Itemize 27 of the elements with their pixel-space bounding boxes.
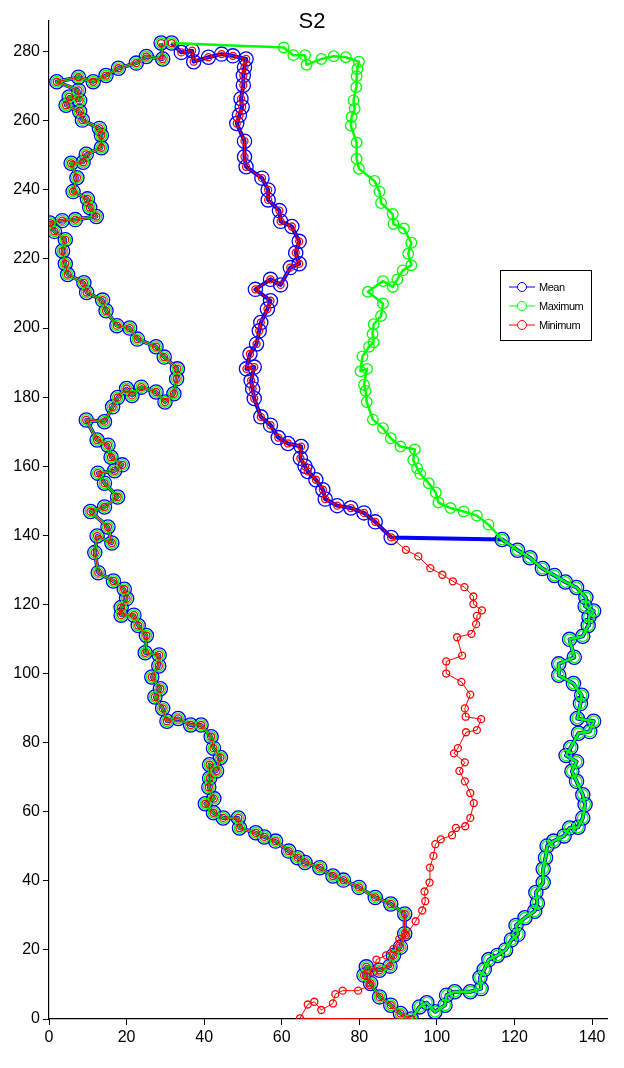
y-tick-label: 0 <box>31 1009 41 1027</box>
y-tick-label: 200 <box>13 318 41 336</box>
y-tick-label: 280 <box>13 42 41 60</box>
y-tick-label: 160 <box>13 456 41 474</box>
y-tick-label: 100 <box>13 663 41 681</box>
y-tick-label: 260 <box>13 111 41 129</box>
x-tick-label: 100 <box>423 1028 451 1046</box>
y-tick-label: 60 <box>22 802 41 820</box>
x-tick-label: 120 <box>501 1028 528 1046</box>
x-tick-label: 20 <box>117 1028 136 1046</box>
y-tick-label: 20 <box>22 940 41 958</box>
y-tick-label: 180 <box>13 387 41 405</box>
x-tick-label: 60 <box>272 1028 291 1046</box>
y-tick-label: 80 <box>22 733 41 751</box>
x-tick-label: 0 <box>44 1028 54 1046</box>
legend-label: Maximum <box>539 299 584 312</box>
y-tick-label: 120 <box>13 594 41 612</box>
x-tick-label: 40 <box>195 1028 214 1046</box>
y-tick-label: 240 <box>13 180 41 198</box>
legend-label: Minimum <box>539 318 581 331</box>
y-tick-label: 140 <box>13 525 41 543</box>
y-tick-label: 220 <box>13 249 41 267</box>
y-tick-label: 40 <box>22 871 41 889</box>
chart-title: S2 <box>297 8 327 34</box>
x-tick-label: 140 <box>578 1028 606 1046</box>
legend-label: Mean <box>539 280 565 293</box>
x-tick-label: 80 <box>350 1028 369 1046</box>
